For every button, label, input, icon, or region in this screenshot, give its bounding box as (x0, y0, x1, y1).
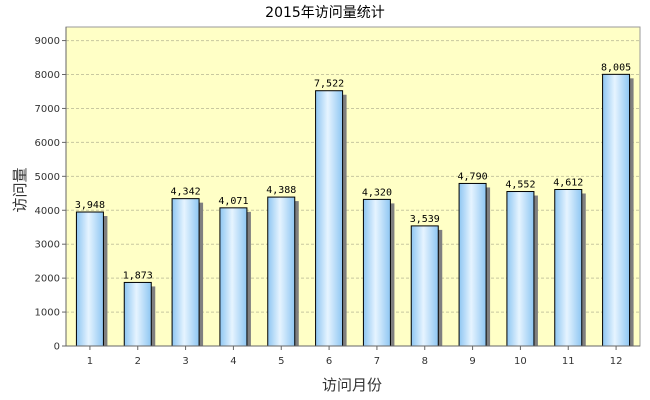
x-tick-label: 8 (422, 356, 428, 367)
x-tick-label: 6 (326, 356, 332, 367)
data-label: 1,873 (123, 270, 153, 281)
y-axis: 0 1000 2000 3000 4000 5000 6000 7000 8000 9000 (35, 27, 67, 353)
y-tick-label: 0 (54, 342, 60, 353)
y-tick-label: 2000 (35, 274, 60, 285)
x-tick-label: 4 (230, 356, 236, 367)
y-tick-label: 5000 (35, 172, 60, 183)
y-tick-label: 6000 (35, 138, 60, 149)
bar (219, 207, 248, 347)
x-tick-label: 2 (135, 356, 141, 367)
data-label: 8,005 (601, 62, 631, 73)
x-axis: 1 2 3 4 5 6 7 8 9 10 11 12 (66, 345, 640, 367)
bar (123, 281, 152, 347)
y-tick-label: 8000 (35, 70, 60, 81)
data-label: 4,790 (458, 171, 488, 182)
data-label: 4,342 (171, 187, 201, 198)
bar (410, 225, 439, 347)
plot-area (65, 26, 641, 347)
x-tick-label: 9 (469, 356, 475, 367)
bar (75, 211, 104, 347)
x-tick-label: 10 (514, 356, 527, 367)
data-label: 3,948 (75, 200, 105, 211)
bar (315, 90, 344, 347)
chart-title: 2015年访问量统计 (265, 5, 385, 21)
data-label: 4,388 (266, 185, 296, 196)
y-tick-label: 1000 (35, 308, 60, 319)
bars (75, 73, 631, 347)
data-label: 4,612 (553, 177, 583, 188)
x-tick-label: 7 (374, 356, 380, 367)
data-label: 4,552 (505, 180, 535, 191)
data-label: 7,522 (314, 79, 344, 90)
bar (362, 198, 391, 347)
bar (458, 182, 487, 347)
data-label: 3,539 (410, 214, 440, 225)
x-tick-label: 12 (610, 356, 623, 367)
bar (506, 191, 535, 347)
x-axis-title: 访问月份 (322, 376, 382, 394)
data-label: 4,320 (362, 187, 392, 198)
data-labels: 3,948 1,873 4,342 4,071 4,388 7,522 4,320 3,539… (75, 62, 631, 281)
bar (267, 196, 296, 347)
y-tick-label: 4000 (35, 206, 60, 217)
grid-lines (66, 40, 640, 313)
x-tick-label: 1 (87, 356, 93, 367)
data-label: 4,071 (218, 196, 248, 207)
bar (554, 188, 583, 347)
y-tick-label: 3000 (35, 240, 60, 251)
x-tick-label: 3 (182, 356, 188, 367)
y-tick-label: 9000 (35, 36, 60, 47)
y-axis-title: 访问量 (11, 167, 29, 212)
x-tick-label: 5 (278, 356, 284, 367)
y-tick-label: 7000 (35, 104, 60, 115)
bar (602, 73, 631, 347)
x-tick-label: 11 (562, 356, 575, 367)
bar (171, 198, 200, 347)
